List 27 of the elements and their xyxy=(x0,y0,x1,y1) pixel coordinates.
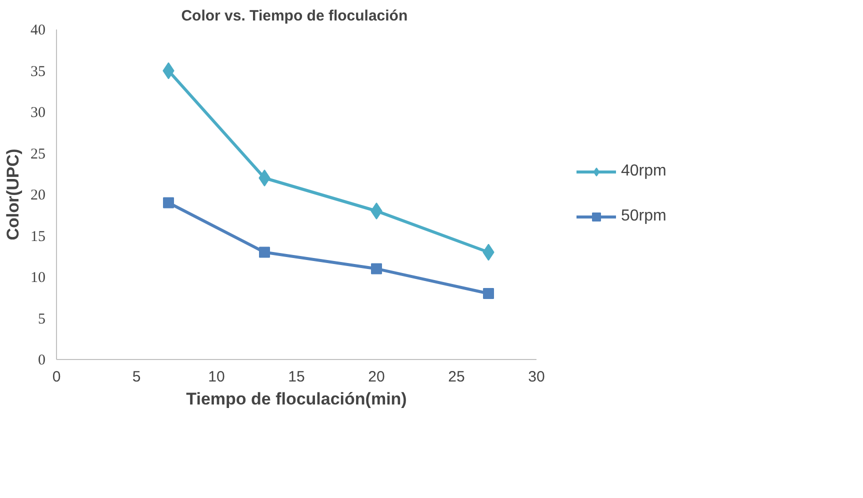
x-axis-title: Tiempo de floculación(min) xyxy=(186,390,407,408)
point xyxy=(371,263,382,274)
point xyxy=(370,202,382,220)
y-tick-label: 0 xyxy=(38,352,46,368)
x-tick-label: 30 xyxy=(528,368,545,386)
y-tick-label: 20 xyxy=(30,188,46,204)
point xyxy=(163,197,174,208)
x-tick-label: 25 xyxy=(448,368,465,386)
x-tick-label: 0 xyxy=(52,368,61,386)
point xyxy=(259,246,270,258)
legend-label: 50rpm xyxy=(621,208,666,226)
x-tick-label: 5 xyxy=(132,368,141,386)
y-tick-label: 40 xyxy=(30,22,46,38)
x-tick-label: 15 xyxy=(288,368,305,386)
y-tick-label: 35 xyxy=(30,64,46,80)
y-tick-label: 30 xyxy=(30,105,46,121)
point xyxy=(483,288,494,299)
y-tick-label: 15 xyxy=(30,228,46,245)
y-axis-title: Color(UPC) xyxy=(4,148,22,240)
y-tick-label: 5 xyxy=(38,311,46,328)
x-tick-label: 10 xyxy=(208,368,225,386)
y-tick-label: 10 xyxy=(30,270,46,286)
y-tick-label: 25 xyxy=(30,146,46,162)
x-tick-label: 20 xyxy=(368,368,385,386)
chart-title: Color vs. Tiempo de floculación xyxy=(181,8,408,24)
legend-label: 40rpm xyxy=(621,162,666,180)
point xyxy=(258,170,270,186)
